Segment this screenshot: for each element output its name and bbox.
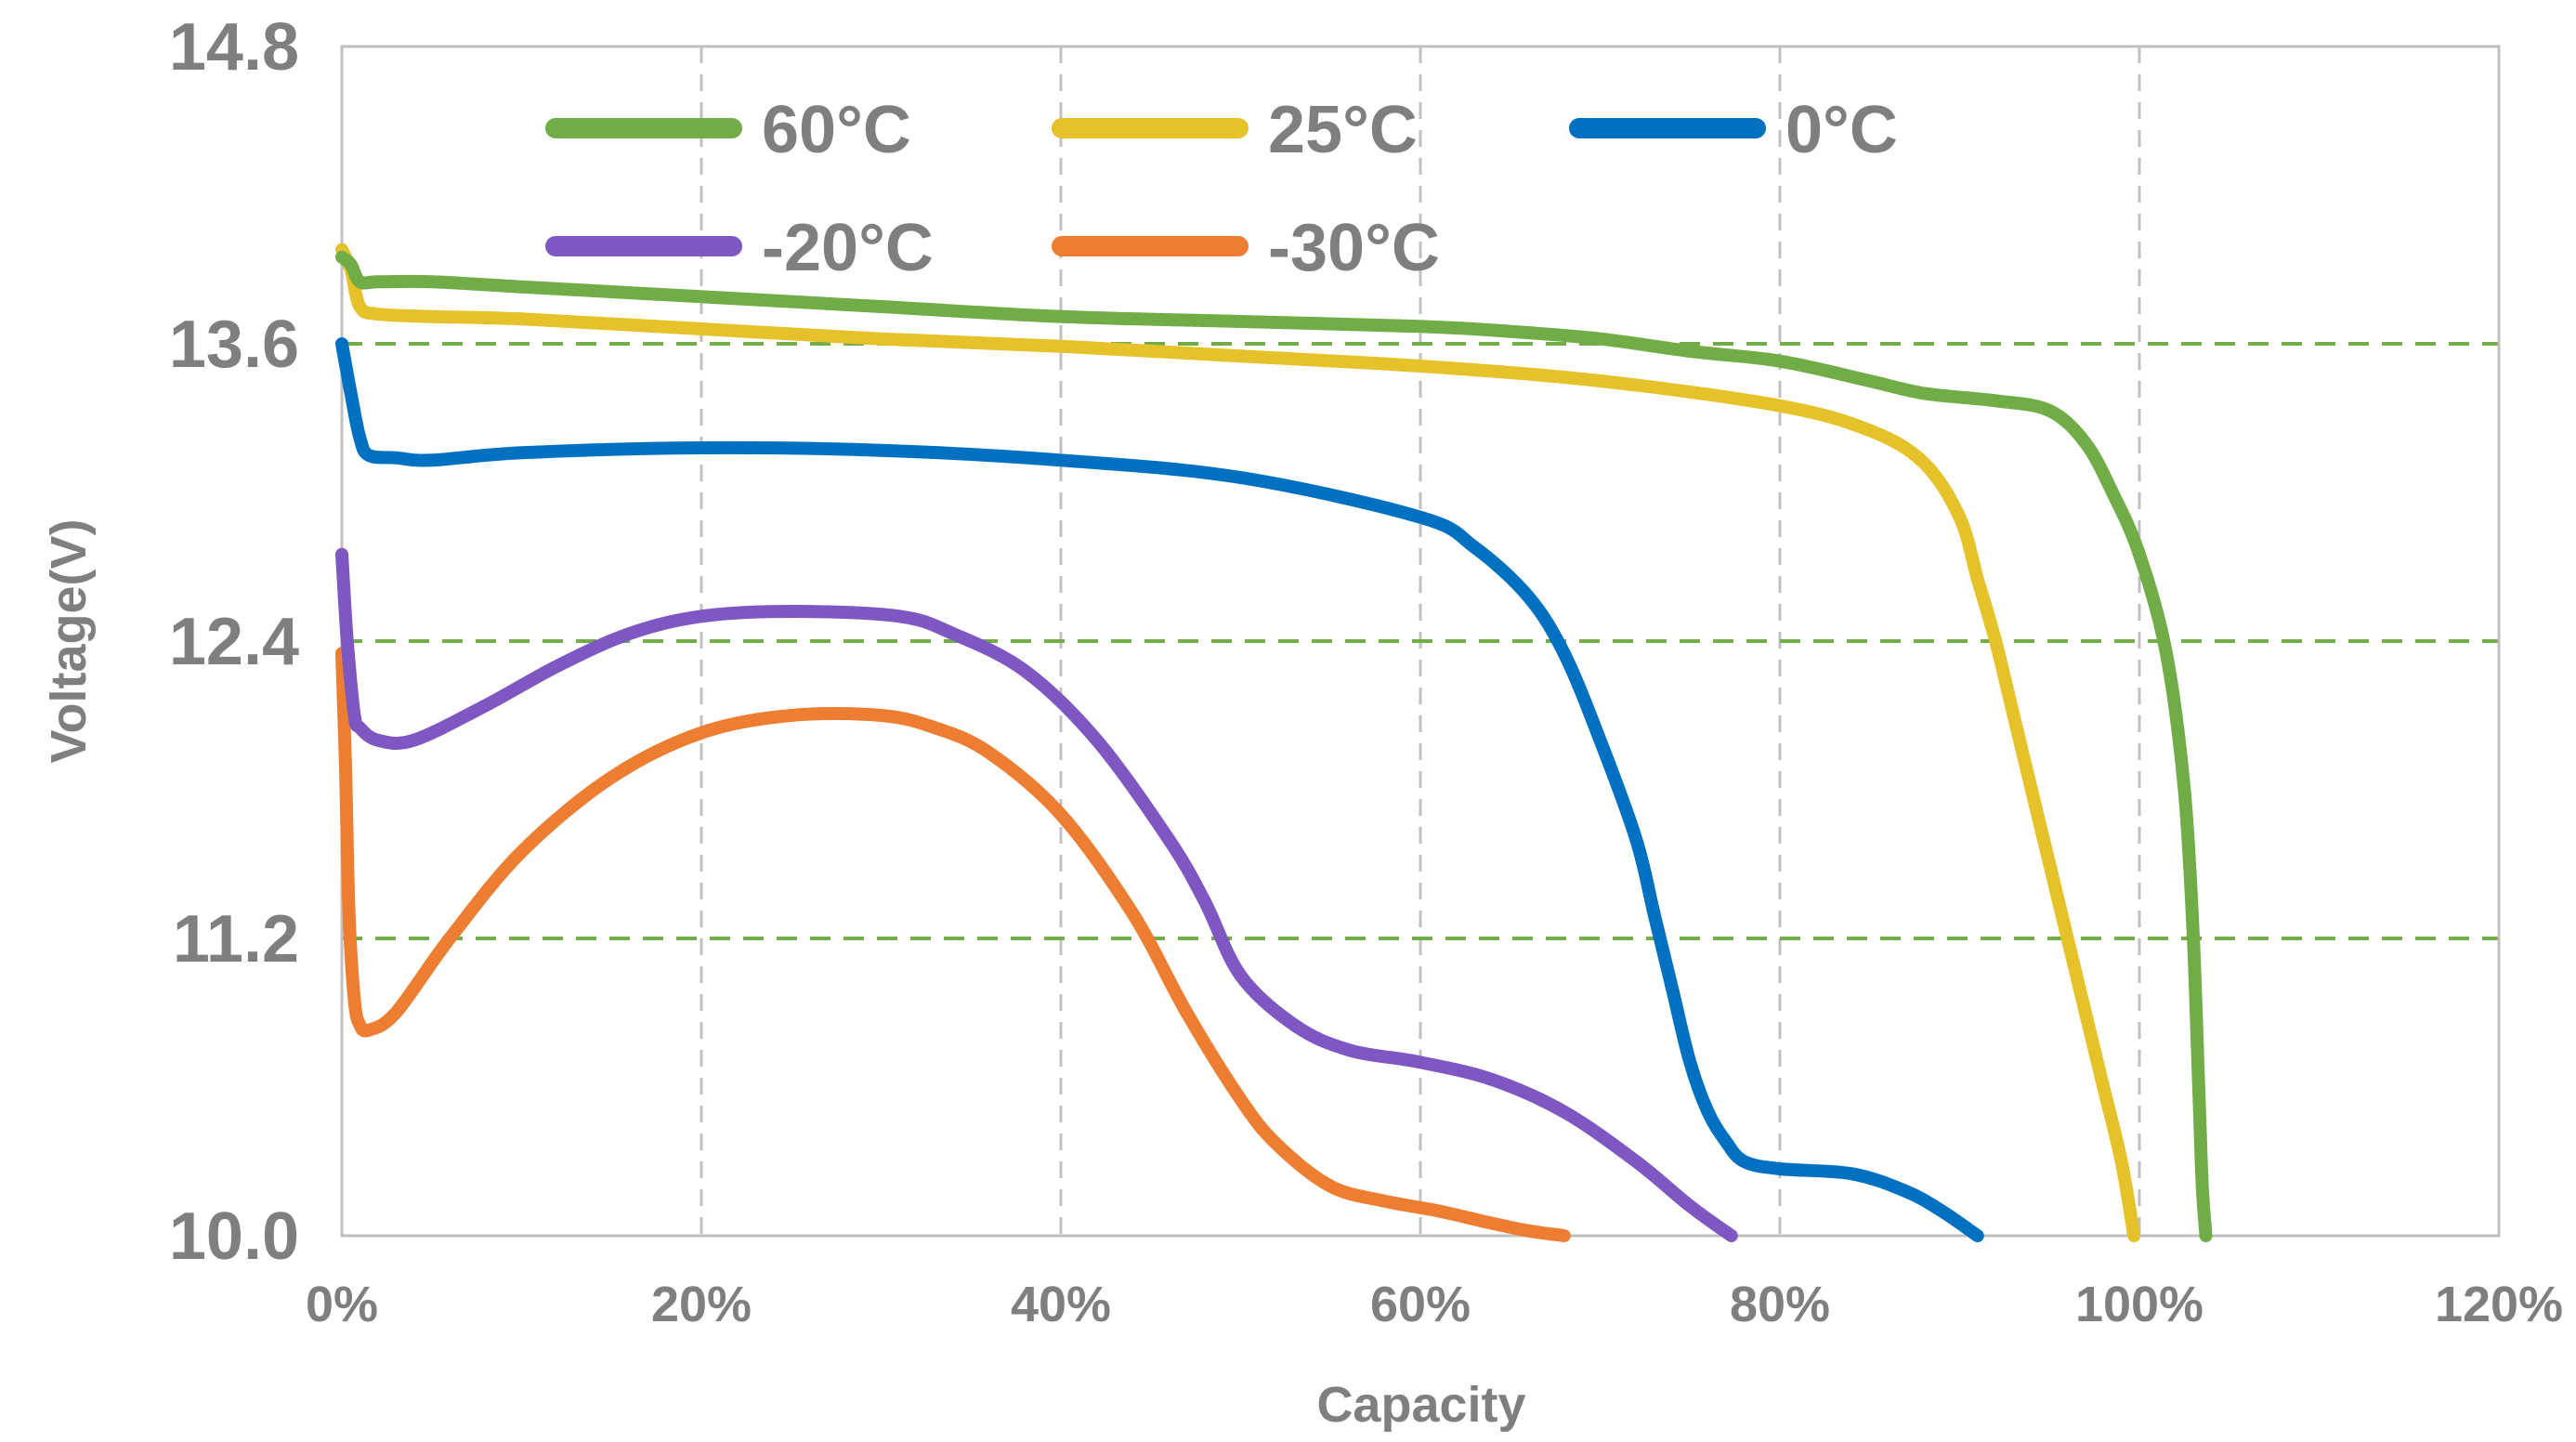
series-line bbox=[335, 250, 2213, 1242]
series-line bbox=[335, 547, 1738, 1242]
legend-label: 0°C bbox=[1785, 93, 1898, 167]
x-tick-label: 40% bbox=[1011, 1277, 1111, 1332]
series-line bbox=[335, 647, 1571, 1242]
series-line bbox=[335, 243, 2141, 1242]
legend: 60°C 25°C 0°C -20°C -30°C bbox=[545, 93, 1898, 285]
x-tick-label: 60% bbox=[1370, 1277, 1471, 1332]
y-tick-label: 12.4 bbox=[169, 605, 299, 679]
x-tick-label: 100% bbox=[2075, 1277, 2203, 1332]
y-tick-label: 14.8 bbox=[169, 10, 299, 85]
y-axis-title: Voltage(V) bbox=[41, 518, 97, 763]
x-tick-label: 80% bbox=[1730, 1277, 1830, 1332]
legend-label: -20°C bbox=[762, 211, 934, 285]
x-tick-label: 120% bbox=[2435, 1277, 2563, 1332]
legend-label: 60°C bbox=[762, 93, 911, 167]
y-tick-label: 10.0 bbox=[169, 1199, 299, 1274]
x-tick-label: 20% bbox=[651, 1277, 752, 1332]
series-line bbox=[335, 337, 1984, 1242]
legend-label: 25°C bbox=[1268, 93, 1418, 167]
tick-labels: 10.0 11.2 12.4 13.6 14.8 0% 20% 40% 60% 80% 100% 12… bbox=[169, 10, 2563, 1332]
legend-label: -30°C bbox=[1268, 211, 1440, 285]
grid bbox=[340, 45, 2501, 1238]
x-tick-label: 0% bbox=[306, 1277, 378, 1332]
series-lines bbox=[335, 243, 2213, 1242]
y-tick-label: 11.2 bbox=[173, 902, 299, 977]
y-tick-label: 13.6 bbox=[169, 308, 299, 382]
x-axis-title: Capacity bbox=[1316, 1377, 1525, 1433]
